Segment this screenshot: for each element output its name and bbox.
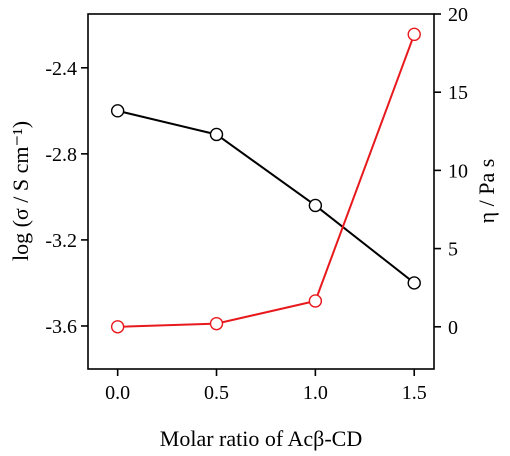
x-tick-label: 1.5 xyxy=(402,382,427,404)
conductivity-series-line xyxy=(117,109,415,284)
viscosity-data-point xyxy=(308,294,323,308)
left-y-axis-title: log (σ / S cm⁻¹) xyxy=(8,121,33,261)
right-y-tick-label: 0 xyxy=(448,317,458,339)
right-y-tick-label: 15 xyxy=(448,82,468,104)
viscosity-data-point xyxy=(209,316,224,331)
viscosity-data-point xyxy=(110,320,125,334)
x-tick-label: 0.0 xyxy=(105,382,130,404)
x-tick-label: 1.0 xyxy=(303,382,328,404)
tick-labels: 0.0 0.5 1.0 1.5 -3.6 -3.2 -2.8 -2.4 0 5 10 15 20 xyxy=(45,4,468,404)
right-y-tick-label: 10 xyxy=(448,160,468,182)
left-y-tick-label: -3.2 xyxy=(45,230,77,252)
x-axis-title: Molar ratio of Acβ-CD xyxy=(160,426,362,451)
conductivity-data-point xyxy=(209,127,224,142)
left-y-tick-label: -3.6 xyxy=(45,316,77,338)
right-y-tick-label: 5 xyxy=(448,239,458,261)
axis-ticks xyxy=(81,13,441,376)
conductivity-data-point xyxy=(308,198,323,213)
viscosity-series-line xyxy=(117,33,416,328)
conductivity-data-point xyxy=(110,104,125,118)
series-layer xyxy=(110,27,421,334)
right-y-tick-label: 20 xyxy=(448,4,468,26)
left-y-tick-label: -2.8 xyxy=(45,144,77,166)
left-y-tick-label: -2.4 xyxy=(45,58,77,80)
conductivity-data-point xyxy=(407,276,421,290)
viscosity-data-point xyxy=(407,27,421,42)
right-y-axis-title: η / Pa s xyxy=(474,159,499,224)
x-tick-label: 0.5 xyxy=(204,382,229,404)
plot-frame xyxy=(87,13,435,370)
